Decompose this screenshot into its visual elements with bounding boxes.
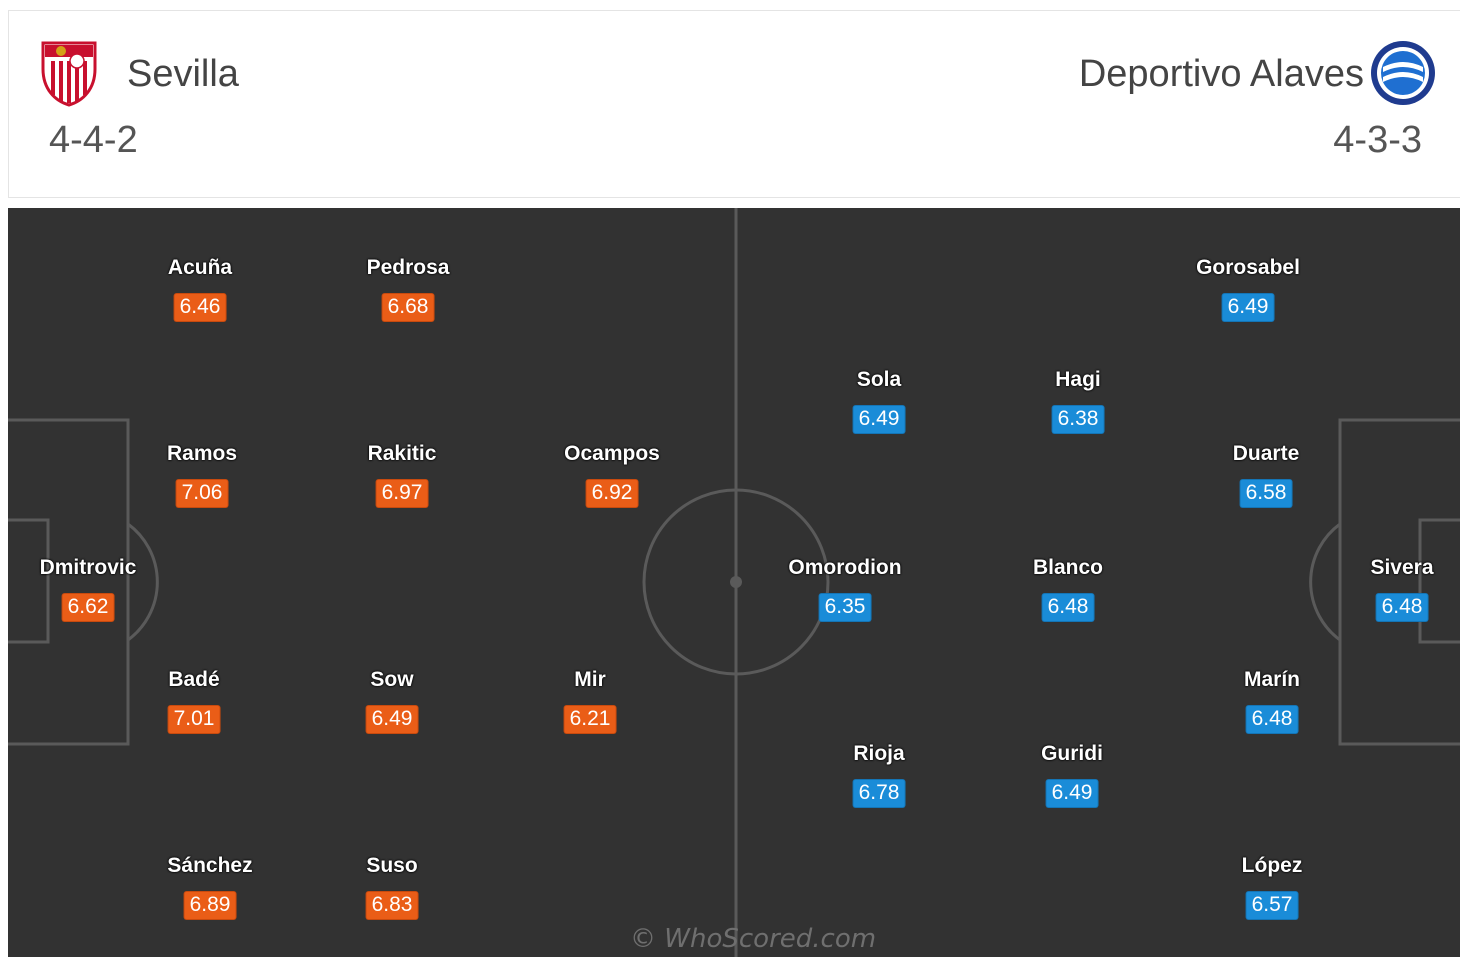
- player-rating: 6.57: [1246, 892, 1298, 919]
- home-team-name[interactable]: Sevilla: [127, 53, 239, 95]
- player-name[interactable]: Sánchez: [167, 854, 253, 877]
- player-rating: 6.38: [1052, 406, 1104, 433]
- player-rating: 6.89: [184, 892, 236, 919]
- player-rating: 6.49: [1046, 780, 1098, 807]
- player-name[interactable]: López: [1241, 854, 1303, 877]
- player-rating: 6.68: [382, 294, 434, 321]
- player-name[interactable]: Mir: [574, 668, 606, 691]
- player-name[interactable]: Suso: [366, 854, 418, 877]
- player-name[interactable]: Sola: [856, 368, 902, 391]
- player-name[interactable]: Duarte: [1232, 442, 1300, 465]
- player-name[interactable]: Marín: [1243, 668, 1301, 691]
- away-formation: 4-3-3: [1333, 119, 1422, 161]
- player-name[interactable]: Ramos: [166, 442, 238, 465]
- player-rating: 6.49: [1222, 294, 1274, 321]
- player-name[interactable]: Dmitrovic: [39, 556, 137, 579]
- player-rating: 6.21: [564, 706, 616, 733]
- pitch-markings: [8, 208, 1460, 957]
- player-rating: 6.58: [1240, 480, 1292, 507]
- sevilla-crest-icon[interactable]: [39, 39, 99, 107]
- pitch: Acuña 6.46 Pedrosa 6.68 Ramos 7.06 Rakit…: [8, 208, 1460, 957]
- player-name[interactable]: Sivera: [1370, 556, 1434, 579]
- player-rating: 6.49: [366, 706, 418, 733]
- player-rating: 6.35: [819, 594, 871, 621]
- player-name[interactable]: Omorodion: [788, 556, 902, 579]
- player-rating: 6.49: [853, 406, 905, 433]
- alaves-crest-icon[interactable]: [1369, 39, 1437, 107]
- player-name[interactable]: Blanco: [1032, 556, 1104, 579]
- player-name[interactable]: Rioja: [853, 742, 905, 765]
- player-name[interactable]: Guridi: [1041, 742, 1103, 765]
- player-rating: 6.92: [586, 480, 638, 507]
- away-team-name[interactable]: Deportivo Alaves: [1078, 53, 1364, 95]
- player-rating: 7.06: [176, 480, 228, 507]
- player-name[interactable]: Badé: [168, 668, 220, 691]
- player-rating: 6.83: [366, 892, 418, 919]
- player-name[interactable]: Hagi: [1055, 368, 1101, 391]
- player-name[interactable]: Sow: [370, 668, 414, 691]
- whoscored-watermark: © WhoScored.com: [630, 924, 877, 954]
- player-name[interactable]: Gorosabel: [1196, 256, 1300, 279]
- player-name[interactable]: Ocampos: [564, 442, 660, 465]
- player-rating: 6.62: [62, 594, 114, 621]
- player-rating: 6.46: [174, 294, 226, 321]
- player-name[interactable]: Pedrosa: [366, 256, 450, 279]
- player-rating: 6.48: [1246, 706, 1298, 733]
- player-rating: 7.01: [168, 706, 220, 733]
- player-rating: 6.48: [1042, 594, 1094, 621]
- player-rating: 6.78: [853, 780, 905, 807]
- player-name[interactable]: Acuña: [167, 256, 233, 279]
- match-header: Sevilla 4-4-2 Deportivo Alaves 4-3-3: [8, 10, 1460, 198]
- player-rating: 6.48: [1376, 594, 1428, 621]
- player-rating: 6.97: [376, 480, 428, 507]
- home-formation: 4-4-2: [49, 119, 138, 161]
- player-name[interactable]: Rakitic: [367, 442, 437, 465]
